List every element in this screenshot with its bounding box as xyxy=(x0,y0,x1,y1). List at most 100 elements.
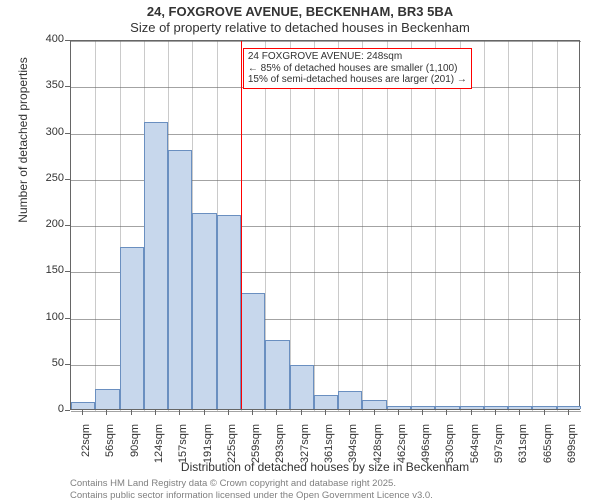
histogram-bar xyxy=(192,213,216,409)
annotation-line: ← 85% of detached houses are smaller (1,… xyxy=(248,63,467,75)
footnote-line-1: Contains HM Land Registry data © Crown c… xyxy=(70,478,433,490)
xtick-label: 496sqm xyxy=(420,424,432,468)
histogram-bar xyxy=(435,406,459,409)
xtick-mark xyxy=(325,410,326,415)
xtick-mark xyxy=(544,410,545,415)
gridline-v xyxy=(460,41,461,411)
ytick-mark xyxy=(65,318,70,319)
histogram-bar xyxy=(484,406,508,409)
xtick-label: 597sqm xyxy=(493,424,505,468)
xtick-label: 124sqm xyxy=(153,424,165,468)
xtick-label: 56sqm xyxy=(104,424,116,468)
ytick-label: 150 xyxy=(28,264,64,276)
xtick-mark xyxy=(398,410,399,415)
xtick-label: 530sqm xyxy=(444,424,456,468)
ytick-label: 250 xyxy=(28,172,64,184)
annotation-line: 15% of semi-detached houses are larger (… xyxy=(248,74,467,86)
ytick-mark xyxy=(65,271,70,272)
histogram-bar xyxy=(314,395,338,409)
xtick-label: 157sqm xyxy=(177,424,189,468)
xtick-label: 90sqm xyxy=(129,424,141,468)
xtick-label: 361sqm xyxy=(323,424,335,468)
histogram-bar xyxy=(460,406,484,409)
xtick-label: 462sqm xyxy=(396,424,408,468)
histogram-bar xyxy=(411,406,435,409)
histogram-bar xyxy=(290,365,314,409)
ytick-mark xyxy=(65,40,70,41)
xtick-mark xyxy=(446,410,447,415)
xtick-mark xyxy=(276,410,277,415)
ytick-label: 100 xyxy=(28,311,64,323)
xtick-mark xyxy=(422,410,423,415)
xtick-mark xyxy=(179,410,180,415)
ytick-mark xyxy=(65,179,70,180)
title-line-1: 24, FOXGROVE AVENUE, BECKENHAM, BR3 5BA xyxy=(0,4,600,20)
histogram-bar xyxy=(557,406,581,409)
gridline-h xyxy=(71,41,581,42)
ytick-mark xyxy=(65,86,70,87)
ytick-label: 400 xyxy=(28,33,64,45)
xtick-mark xyxy=(349,410,350,415)
histogram-bar xyxy=(144,122,168,409)
xtick-label: 293sqm xyxy=(274,424,286,468)
ytick-mark xyxy=(65,225,70,226)
annotation-line: 24 FOXGROVE AVENUE: 248sqm xyxy=(248,51,467,63)
chart-container: 24, FOXGROVE AVENUE, BECKENHAM, BR3 5BA … xyxy=(0,0,600,500)
ytick-label: 300 xyxy=(28,126,64,138)
histogram-bar xyxy=(95,389,119,409)
gridline-v xyxy=(532,41,533,411)
xtick-label: 665sqm xyxy=(542,424,554,468)
xtick-mark xyxy=(155,410,156,415)
xtick-mark xyxy=(106,410,107,415)
xtick-mark xyxy=(252,410,253,415)
xtick-mark xyxy=(495,410,496,415)
xtick-label: 564sqm xyxy=(469,424,481,468)
ytick-label: 350 xyxy=(28,79,64,91)
xtick-label: 631sqm xyxy=(517,424,529,468)
gridline-v xyxy=(557,41,558,411)
gridline-v xyxy=(338,41,339,411)
ytick-mark xyxy=(65,364,70,365)
xtick-label: 699sqm xyxy=(566,424,578,468)
xtick-mark xyxy=(82,410,83,415)
histogram-bar xyxy=(265,340,289,409)
xtick-mark xyxy=(131,410,132,415)
ytick-mark xyxy=(65,133,70,134)
histogram-bar xyxy=(120,247,144,409)
gridline-h xyxy=(71,411,581,412)
y-axis-label: Number of detached properties xyxy=(16,0,30,325)
histogram-bar xyxy=(362,400,386,409)
gridline-v xyxy=(484,41,485,411)
xtick-label: 327sqm xyxy=(299,424,311,468)
histogram-bar xyxy=(532,406,556,409)
histogram-bar xyxy=(241,293,265,409)
xtick-mark xyxy=(301,410,302,415)
gridline-v xyxy=(435,41,436,411)
ytick-label: 0 xyxy=(28,403,64,415)
plot-area: 24 FOXGROVE AVENUE: 248sqm← 85% of detac… xyxy=(70,40,580,410)
gridline-v xyxy=(362,41,363,411)
xtick-mark xyxy=(204,410,205,415)
xtick-label: 22sqm xyxy=(80,424,92,468)
xtick-mark xyxy=(374,410,375,415)
ytick-label: 50 xyxy=(28,357,64,369)
marker-line xyxy=(241,41,242,409)
gridline-v xyxy=(508,41,509,411)
xtick-label: 394sqm xyxy=(347,424,359,468)
title-block: 24, FOXGROVE AVENUE, BECKENHAM, BR3 5BA … xyxy=(0,4,600,37)
histogram-bar xyxy=(168,150,192,409)
footnote: Contains HM Land Registry data © Crown c… xyxy=(70,478,433,500)
xtick-label: 225sqm xyxy=(226,424,238,468)
ytick-label: 200 xyxy=(28,218,64,230)
histogram-bar xyxy=(387,406,411,409)
xtick-label: 191sqm xyxy=(202,424,214,468)
xtick-mark xyxy=(471,410,472,415)
gridline-v xyxy=(387,41,388,411)
histogram-bar xyxy=(217,215,241,409)
histogram-bar xyxy=(508,406,532,409)
gridline-v xyxy=(411,41,412,411)
xtick-label: 428sqm xyxy=(372,424,384,468)
xtick-mark xyxy=(519,410,520,415)
xtick-label: 259sqm xyxy=(250,424,262,468)
xtick-mark xyxy=(568,410,569,415)
